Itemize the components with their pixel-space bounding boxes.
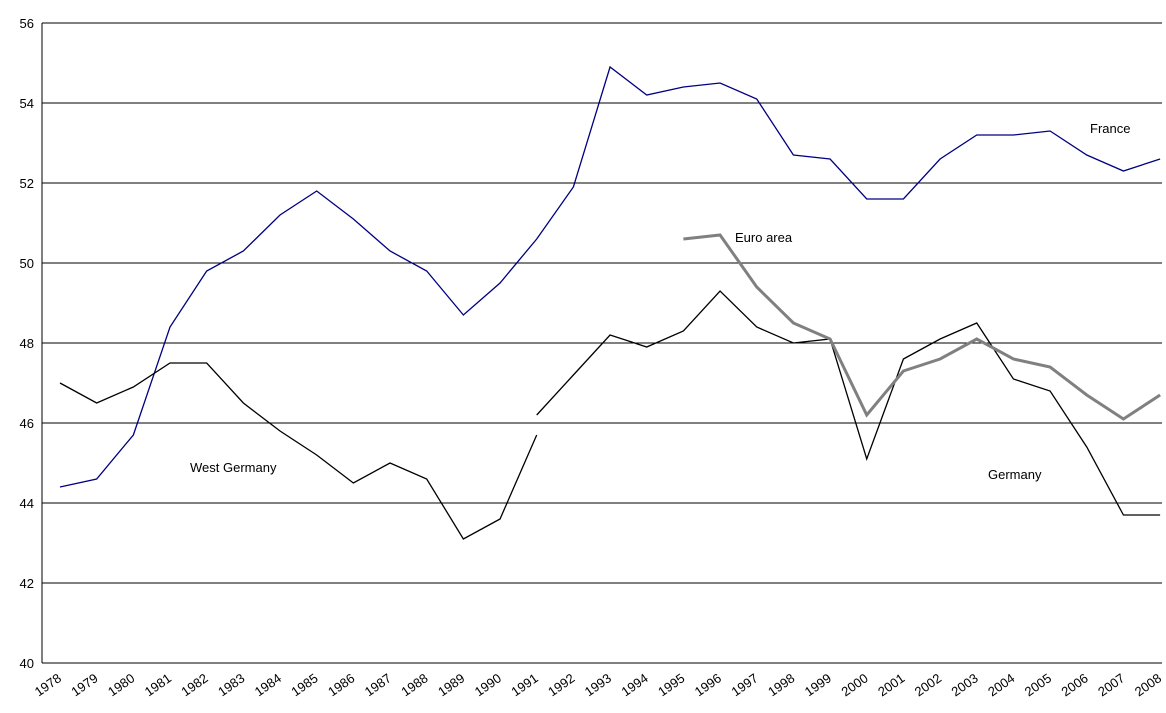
x-tick-label: 1998 <box>765 670 797 699</box>
x-tick-label: 2000 <box>838 670 870 699</box>
x-tick-label: 1984 <box>252 670 284 699</box>
x-tick-label: 1989 <box>435 670 467 699</box>
y-tick-label: 50 <box>20 256 34 271</box>
x-tick-label: 2001 <box>875 670 907 699</box>
x-tick-label: 1979 <box>68 670 100 699</box>
x-tick-label: 1985 <box>288 670 320 699</box>
y-tick-label: 48 <box>20 336 34 351</box>
y-tick-label: 54 <box>20 96 34 111</box>
x-tick-label: 1994 <box>618 670 650 699</box>
x-tick-label: 1982 <box>178 670 210 699</box>
x-tick-label: 1995 <box>655 670 687 699</box>
x-tick-label: 2002 <box>912 670 944 699</box>
y-tick-label: 46 <box>20 416 34 431</box>
y-tick-label: 40 <box>20 656 34 671</box>
series-label: West Germany <box>190 460 277 475</box>
x-tick-label: 1997 <box>728 670 760 699</box>
y-tick-label: 44 <box>20 496 34 511</box>
y-tick-label: 56 <box>20 16 34 31</box>
x-tick-label: 2006 <box>1058 670 1090 699</box>
x-tick-label: 1980 <box>105 670 137 699</box>
x-tick-label: 1986 <box>325 670 357 699</box>
y-tick-label: 42 <box>20 576 34 591</box>
series-label: France <box>1090 121 1130 136</box>
x-tick-label: 1993 <box>582 670 614 699</box>
x-tick-label: 1992 <box>545 670 577 699</box>
x-tick-label: 1990 <box>472 670 504 699</box>
x-tick-label: 1987 <box>362 670 394 699</box>
series-line <box>683 233 1161 421</box>
x-tick-label: 2003 <box>948 670 980 699</box>
x-tick-label: 1981 <box>142 670 174 699</box>
series-label: Euro area <box>735 230 793 245</box>
series-label: Germany <box>988 467 1042 482</box>
x-tick-label: 2004 <box>985 670 1017 699</box>
x-tick-label: 2007 <box>1095 670 1127 699</box>
x-tick-label: 1991 <box>508 670 540 699</box>
series-line <box>59 65 1161 488</box>
x-tick-label: 2008 <box>1132 670 1164 699</box>
series-line <box>59 362 538 540</box>
x-tick-label: 1978 <box>32 670 64 699</box>
x-tick-label: 1999 <box>802 670 834 699</box>
x-tick-label: 1988 <box>398 670 430 699</box>
x-tick-label: 1996 <box>692 670 724 699</box>
x-tick-label: 1983 <box>215 670 247 699</box>
x-tick-label: 2005 <box>1022 670 1054 699</box>
series-line <box>536 290 1161 516</box>
y-tick-label: 52 <box>20 176 34 191</box>
